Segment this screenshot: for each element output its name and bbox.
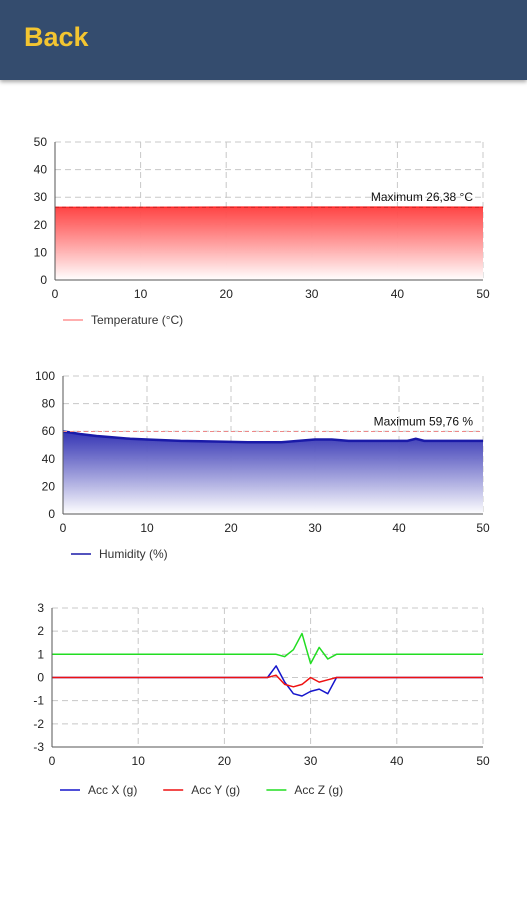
x-tick-label: 20 — [218, 754, 232, 768]
x-tick-label: 30 — [305, 287, 319, 301]
x-tick-label: 30 — [304, 754, 318, 768]
x-tick-label: 40 — [391, 287, 405, 301]
y-tick-label: 60 — [42, 424, 56, 438]
legend-label: Humidity (%) — [99, 547, 168, 561]
y-tick-label: 30 — [34, 190, 48, 204]
y-tick-label: 40 — [34, 163, 48, 177]
y-tick-label: 100 — [35, 369, 55, 383]
x-tick-label: 0 — [60, 521, 67, 535]
series-line-0 — [52, 665, 483, 697]
y-tick-label: -1 — [33, 694, 44, 708]
series-line — [62, 430, 483, 444]
y-tick-label: 20 — [34, 218, 48, 232]
y-tick-label: 1 — [37, 647, 44, 661]
y-tick-label: -2 — [33, 717, 44, 731]
y-tick-label: 50 — [34, 135, 48, 149]
app-bar: Back — [0, 0, 527, 80]
series-area — [55, 207, 483, 280]
temperature-chart: Maximum 26,38 °C 0 10 20 30 40 50 0 10 20 30 40 50 Te… — [34, 135, 490, 327]
legend-label: Acc Z (g) — [294, 783, 343, 797]
y-tick-label: 0 — [37, 671, 44, 685]
legend-label: Temperature (°C) — [91, 313, 183, 327]
series-area — [63, 431, 483, 514]
x-tick-label: 50 — [476, 287, 490, 301]
x-tick-label: 40 — [392, 521, 406, 535]
x-tick-label: 10 — [134, 287, 148, 301]
x-tick-label: 50 — [476, 754, 490, 768]
y-tick-label: 10 — [34, 245, 48, 259]
x-tick-label: 50 — [476, 521, 490, 535]
humidity-chart: Maximum 59,76 % 0 20 40 60 80 100 0 10 20 30 40 50 Hu… — [35, 369, 490, 561]
back-button[interactable]: Back — [24, 22, 89, 52]
x-tick-label: 0 — [49, 754, 56, 768]
x-tick-label: 10 — [140, 521, 154, 535]
legend-label: Acc Y (g) — [191, 783, 240, 797]
y-tick-label: 3 — [37, 601, 44, 615]
max-label: Maximum 26,38 °C — [371, 190, 473, 204]
x-tick-label: 30 — [308, 521, 322, 535]
x-tick-label: 10 — [132, 754, 146, 768]
y-tick-label: 40 — [42, 452, 56, 466]
series-line-2 — [52, 632, 483, 665]
y-tick-label: 20 — [42, 479, 56, 493]
y-tick-label: 80 — [42, 397, 56, 411]
max-label: Maximum 59,76 % — [374, 415, 474, 429]
x-tick-label: 20 — [220, 287, 234, 301]
y-tick-label: 0 — [40, 273, 47, 287]
y-tick-label: -3 — [33, 740, 44, 754]
x-tick-label: 20 — [224, 521, 238, 535]
legend-label: Acc X (g) — [88, 783, 137, 797]
y-tick-label: 0 — [48, 507, 55, 521]
series-line-1 — [52, 674, 483, 688]
x-tick-label: 40 — [390, 754, 404, 768]
x-tick-label: 0 — [52, 287, 59, 301]
y-tick-label: 2 — [37, 624, 44, 638]
